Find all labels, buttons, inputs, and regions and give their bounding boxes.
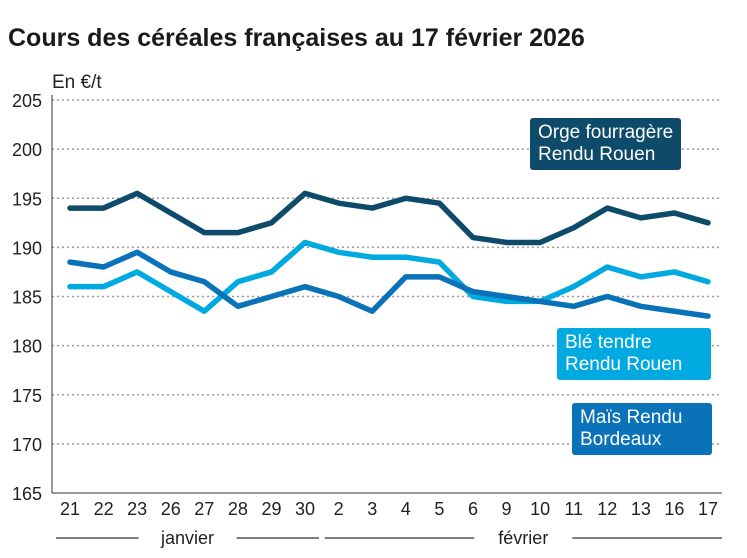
y-tick-label: 205 [12, 91, 42, 111]
x-tick-label: 12 [597, 499, 617, 519]
legend-orge-line1: Orge fourragère [538, 122, 674, 143]
legend-ble-line2: Rendu Rouen [565, 354, 683, 375]
y-tick-label: 170 [12, 435, 42, 455]
month-label: janvier [160, 528, 214, 548]
legend-ble: Blé tendre Rendu Rouen [557, 328, 711, 380]
x-tick-label: 10 [530, 499, 550, 519]
x-tick-label: 22 [94, 499, 114, 519]
x-tick-label: 5 [434, 499, 444, 519]
y-tick-label: 185 [12, 288, 42, 308]
legend-orge-line2: Rendu Rouen [538, 144, 656, 165]
y-tick-label: 200 [12, 140, 42, 160]
legend-mais-line1: Maïs Rendu [580, 407, 683, 428]
x-tick-label: 23 [127, 499, 147, 519]
legend-mais: Maïs Rendu Bordeaux [572, 403, 712, 455]
legend-ble-line1: Blé tendre [565, 332, 652, 353]
x-tick-label: 17 [698, 499, 718, 519]
x-tick-label: 13 [631, 499, 651, 519]
chart-title: Cours des céréales françaises au 17 févr… [8, 24, 585, 52]
x-tick-label: 11 [564, 499, 583, 519]
y-tick-label: 165 [12, 484, 42, 504]
legend-mais-line2: Bordeaux [580, 429, 662, 450]
series-line-2 [67, 249, 711, 319]
y-tick-label: 190 [12, 238, 42, 258]
x-tick-label: 21 [60, 499, 80, 519]
month-label: février [498, 528, 548, 548]
y-tick-label: 195 [12, 189, 42, 209]
x-tick-label: 2 [334, 499, 344, 519]
legend-orge: Orge fourragère Rendu Rouen [530, 118, 682, 170]
x-tick-label: 9 [502, 499, 512, 519]
series-line-0 [67, 190, 711, 246]
x-tick-label: 28 [228, 499, 248, 519]
x-tick-label: 27 [194, 499, 214, 519]
x-tick-label: 6 [468, 499, 478, 519]
x-tick-label: 16 [664, 499, 684, 519]
x-tick-label: 3 [367, 499, 377, 519]
x-tick-label: 30 [295, 499, 315, 519]
x-tick-label: 29 [261, 499, 281, 519]
y-axis-label: En €/t [52, 72, 102, 93]
series-line-1 [67, 239, 711, 314]
x-tick-label: 26 [161, 499, 181, 519]
y-tick-label: 180 [12, 337, 42, 357]
x-tick-label: 4 [401, 499, 411, 519]
y-tick-label: 175 [12, 386, 42, 406]
